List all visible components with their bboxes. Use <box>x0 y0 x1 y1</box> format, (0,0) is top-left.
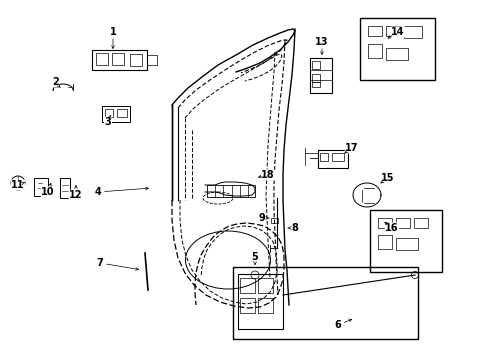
Bar <box>395 218 409 228</box>
Text: 13: 13 <box>315 37 328 47</box>
Bar <box>92 50 147 70</box>
Text: 4: 4 <box>95 187 101 197</box>
Text: 14: 14 <box>390 27 404 37</box>
Bar <box>317 150 347 168</box>
Bar <box>258 278 272 293</box>
Bar <box>130 54 142 66</box>
Bar <box>309 58 331 93</box>
Bar <box>60 178 70 198</box>
Text: 17: 17 <box>345 143 358 153</box>
Bar <box>385 26 399 36</box>
Bar <box>34 178 48 196</box>
Bar <box>240 278 254 293</box>
Bar <box>232 267 417 339</box>
Bar <box>377 218 391 228</box>
Text: 5: 5 <box>251 252 258 262</box>
Text: 11: 11 <box>11 180 25 190</box>
Bar <box>206 185 254 197</box>
Bar <box>270 218 278 223</box>
Text: 9: 9 <box>258 213 265 223</box>
Bar <box>147 55 157 65</box>
Bar <box>105 109 113 117</box>
Text: 8: 8 <box>291 223 298 233</box>
Bar <box>331 153 343 161</box>
Bar <box>367 26 381 36</box>
Text: 15: 15 <box>381 173 394 183</box>
Bar <box>311 82 319 87</box>
Bar <box>117 109 127 117</box>
Bar <box>96 53 108 65</box>
Text: 7: 7 <box>97 258 103 268</box>
Bar <box>385 48 407 60</box>
Bar <box>240 298 254 313</box>
Bar <box>413 218 427 228</box>
Text: 3: 3 <box>104 117 111 127</box>
Bar <box>367 44 381 58</box>
Text: 2: 2 <box>53 77 59 87</box>
Bar <box>102 106 130 122</box>
Text: 6: 6 <box>334 320 341 330</box>
Text: 1: 1 <box>109 27 116 37</box>
Text: 16: 16 <box>385 223 398 233</box>
Bar <box>377 235 391 249</box>
Bar <box>238 274 283 329</box>
Text: 12: 12 <box>69 190 82 200</box>
Bar <box>395 238 417 250</box>
Bar <box>319 153 327 161</box>
Bar <box>403 26 421 38</box>
Text: 10: 10 <box>41 187 55 197</box>
Bar <box>359 18 434 80</box>
Bar <box>311 61 319 69</box>
Bar <box>369 210 441 272</box>
Bar <box>258 298 272 313</box>
Text: 18: 18 <box>261 170 274 180</box>
Bar <box>112 53 124 65</box>
Bar <box>311 74 319 82</box>
